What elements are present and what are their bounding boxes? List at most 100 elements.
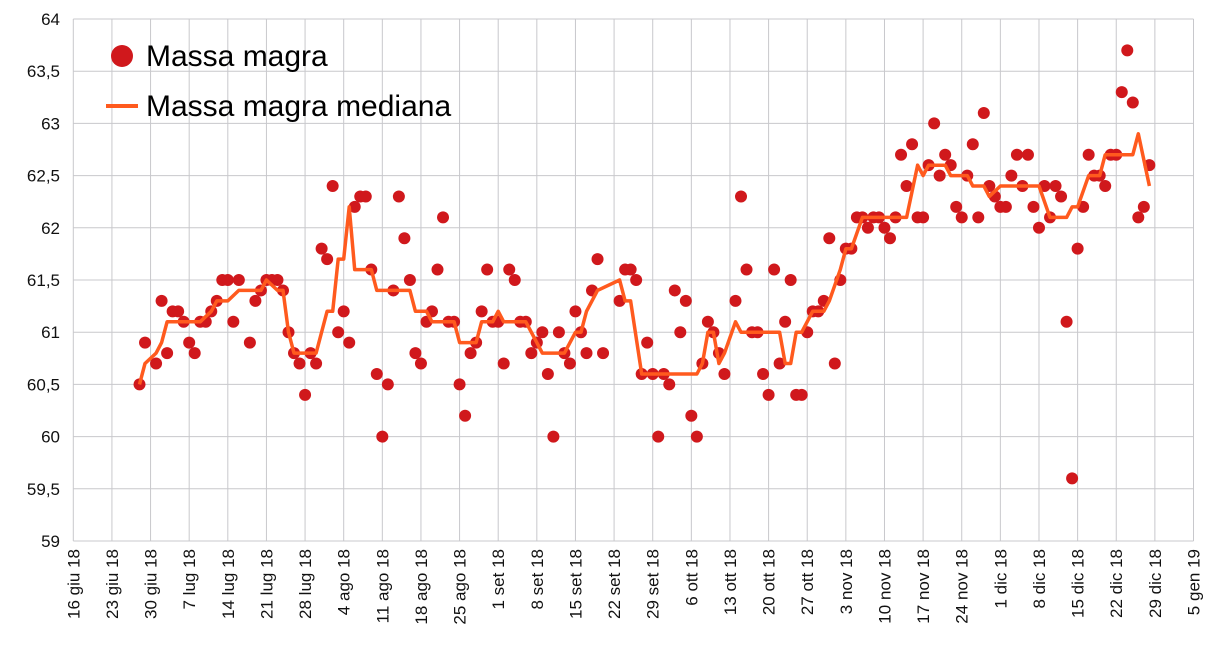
x-tick-label: 29 dic 18 — [1146, 549, 1165, 618]
y-tick-label: 61,5 — [27, 271, 60, 290]
data-point — [939, 148, 952, 161]
x-tick-label: 1 dic 18 — [991, 549, 1010, 609]
legend-label-line: Massa magra mediana — [146, 90, 451, 123]
data-point — [459, 409, 472, 422]
data-point — [624, 263, 637, 276]
x-tick-label: 5 gen 19 — [1185, 549, 1204, 615]
data-point — [271, 274, 284, 286]
data-point — [1137, 200, 1150, 213]
y-tick-label: 60,5 — [27, 375, 60, 394]
y-tick-label: 59,5 — [27, 480, 60, 499]
data-point — [1066, 472, 1079, 485]
data-point — [878, 221, 891, 234]
data-point — [685, 409, 698, 422]
data-point — [150, 357, 163, 370]
x-tick-label: 20 ott 18 — [760, 549, 779, 615]
x-tick-label: 25 ago 18 — [451, 549, 470, 625]
data-point — [552, 326, 565, 339]
data-point — [547, 430, 560, 443]
data-point — [563, 357, 576, 370]
data-point — [221, 274, 234, 286]
data-point — [663, 378, 676, 391]
data-point — [906, 138, 919, 151]
data-point — [569, 305, 582, 318]
data-point — [1049, 180, 1062, 193]
x-tick-label: 23 giu 18 — [103, 549, 122, 619]
data-point — [508, 274, 521, 286]
data-point — [321, 253, 334, 266]
data-point — [679, 294, 692, 307]
data-point — [641, 336, 654, 349]
data-point — [784, 274, 797, 286]
data-point — [437, 211, 450, 224]
data-point — [161, 347, 174, 360]
data-point — [652, 430, 665, 443]
x-tick-label: 4 ago 18 — [335, 549, 354, 615]
median-line — [137, 132, 1152, 385]
data-point — [398, 232, 411, 245]
data-point — [409, 347, 422, 360]
data-point — [773, 357, 786, 370]
legend: Massa magra Massa magra mediana — [106, 40, 451, 123]
data-point — [674, 326, 687, 339]
data-point — [139, 336, 152, 349]
data-point — [900, 180, 913, 193]
data-point — [431, 263, 444, 276]
data-point — [348, 200, 361, 213]
data-point — [1121, 44, 1134, 57]
x-tick-label: 28 lug 18 — [296, 549, 315, 619]
x-tick-label: 15 dic 18 — [1069, 549, 1088, 618]
x-tick-label: 8 dic 18 — [1030, 549, 1049, 609]
data-point — [392, 190, 405, 203]
data-point — [293, 357, 306, 370]
data-point — [155, 294, 168, 307]
data-point — [1032, 221, 1045, 234]
x-tick-label: 16 giu 18 — [64, 549, 83, 619]
data-point — [525, 347, 538, 360]
data-point — [310, 357, 323, 370]
data-point — [541, 367, 554, 380]
x-tick-label: 21 lug 18 — [257, 549, 276, 619]
data-point — [735, 190, 748, 203]
data-point — [1082, 148, 1095, 161]
x-tick-label: 27 ott 18 — [798, 549, 817, 615]
x-tick-label: 24 nov 18 — [953, 549, 972, 624]
data-point — [1055, 190, 1068, 203]
data-point — [453, 378, 466, 391]
data-point — [630, 274, 643, 286]
data-point — [497, 357, 510, 370]
data-point — [950, 200, 963, 213]
legend-label-points: Massa magra — [146, 40, 328, 73]
data-point — [580, 347, 593, 360]
x-tick-label: 10 nov 18 — [875, 549, 894, 624]
data-point — [966, 138, 979, 151]
y-tick-label: 59 — [41, 532, 60, 551]
data-point — [999, 200, 1012, 213]
x-tick-label: 22 dic 18 — [1107, 549, 1126, 618]
data-point — [481, 263, 494, 276]
data-point — [955, 211, 968, 224]
x-tick-label: 22 set 18 — [605, 549, 624, 619]
data-point — [227, 315, 240, 328]
data-point — [337, 305, 350, 318]
data-point — [861, 221, 874, 234]
data-point — [376, 430, 389, 443]
data-point — [1126, 96, 1139, 109]
data-point — [183, 336, 196, 349]
data-point — [972, 211, 985, 224]
x-tick-label: 7 lug 18 — [180, 549, 199, 610]
data-point — [1010, 148, 1023, 161]
data-point — [370, 367, 383, 380]
data-point — [243, 336, 256, 349]
data-point — [475, 305, 488, 318]
data-point — [326, 180, 339, 193]
data-point — [917, 211, 930, 224]
data-point — [718, 367, 731, 380]
data-point — [1115, 86, 1128, 99]
x-tick-label: 3 nov 18 — [837, 549, 856, 614]
x-tick-label: 18 ago 18 — [412, 549, 431, 625]
x-tick-label: 1 set 18 — [489, 549, 508, 610]
y-tick-label: 61 — [41, 323, 60, 342]
data-point — [828, 357, 841, 370]
data-point — [332, 326, 345, 339]
